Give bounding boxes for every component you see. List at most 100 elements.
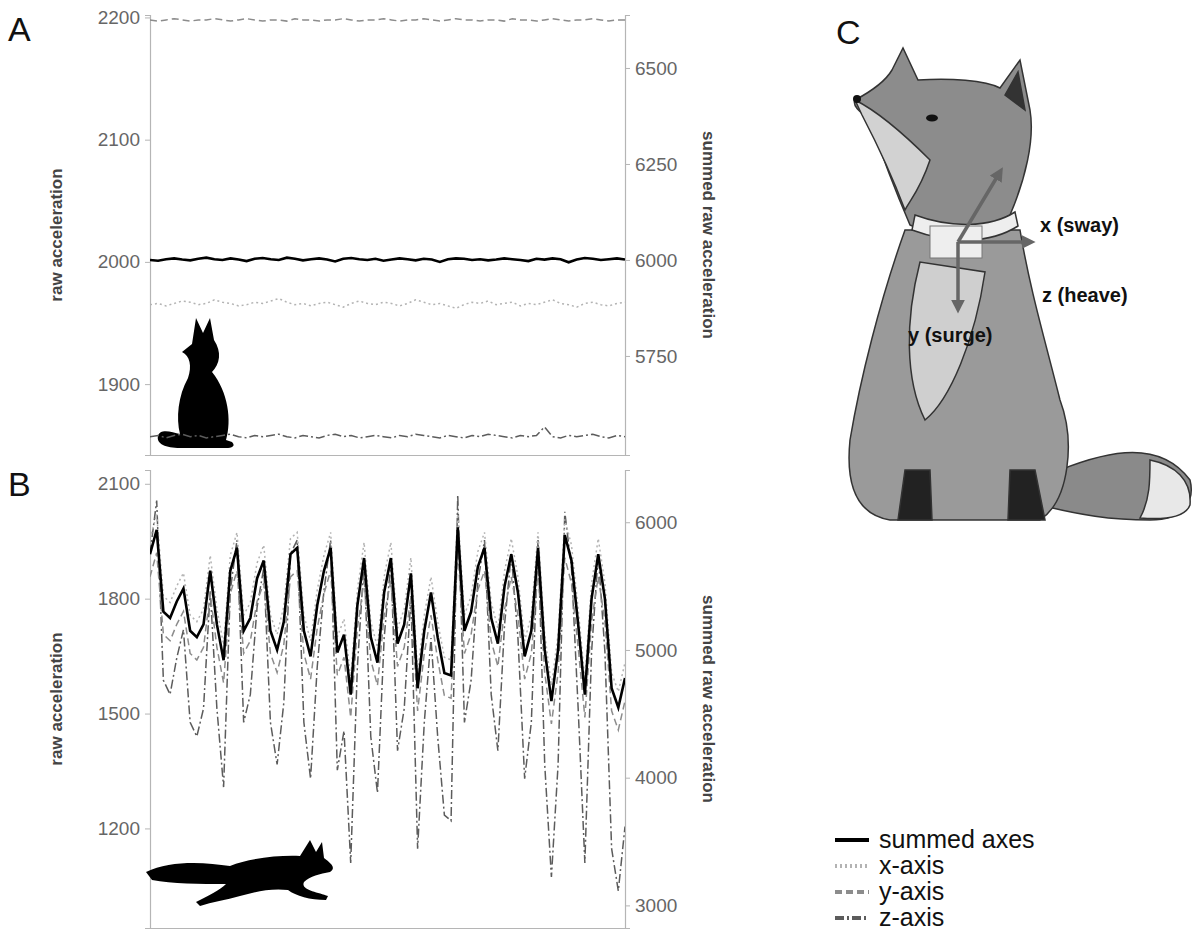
axis-line <box>626 471 631 929</box>
series-line <box>150 495 625 891</box>
icon-running-fox <box>146 840 333 906</box>
axis-line <box>145 471 151 929</box>
tick-label: 2100 <box>98 129 140 150</box>
tick-mark <box>625 522 630 523</box>
series-line <box>150 19 625 21</box>
legend-item: x-axis <box>835 851 944 879</box>
axis-title: raw acceleration <box>47 632 66 765</box>
fox-shape <box>1005 72 1025 110</box>
legend-label: z-axis <box>879 903 944 931</box>
tick-mark <box>145 140 150 141</box>
tick-label: 2100 <box>98 473 140 494</box>
legend-label: y-axis <box>879 877 944 905</box>
tick-mark <box>625 164 630 165</box>
tick-mark <box>145 484 150 485</box>
tick: 6000 <box>625 250 677 271</box>
axis-line <box>145 16 151 456</box>
tick-label: 1200 <box>98 818 140 839</box>
tick-label: 1800 <box>98 588 140 609</box>
fox-shape <box>1140 460 1190 519</box>
tick: 1800 <box>98 588 150 609</box>
axis-arrow <box>958 240 1030 244</box>
tick-label: 6250 <box>635 154 677 175</box>
axis-line <box>151 928 626 929</box>
tick-label: 3000 <box>635 895 677 916</box>
plot-lines <box>150 19 625 438</box>
fox-nose <box>853 95 861 103</box>
panel-label: B <box>8 465 31 503</box>
tick-mark <box>625 905 630 906</box>
series-line <box>150 258 625 263</box>
axis-line <box>626 16 631 456</box>
fox-shape <box>1008 470 1045 520</box>
tick: 1500 <box>98 703 150 724</box>
tick-label: 5750 <box>635 346 677 367</box>
tick-label: 1900 <box>98 374 140 395</box>
series-line <box>150 299 625 309</box>
figure: 1900 2000 2100 2200 5750 6000 6250 6500 raw acce… <box>0 0 1196 939</box>
tick: 6250 <box>625 154 677 175</box>
axis-arrow <box>956 242 960 308</box>
panel: 1900 2000 2100 2200 5750 6000 6250 6500 raw acce… <box>8 7 718 455</box>
tick: 6500 <box>625 58 677 79</box>
legend-item: summed axes <box>835 825 1035 853</box>
axis-line <box>151 455 626 456</box>
series-line <box>150 512 625 692</box>
axis: 1200 1500 1800 2100 <box>98 471 151 929</box>
legend-label: x-axis <box>879 851 944 879</box>
fox-shape <box>855 100 930 210</box>
axis-title: summed raw acceleration <box>699 131 718 339</box>
tick-mark <box>145 599 150 600</box>
diagram: Cx (sway)y (surge)z (heave) <box>836 13 1191 520</box>
series-line <box>150 527 625 707</box>
tick-mark <box>625 356 630 357</box>
tick: 1200 <box>98 818 150 839</box>
fox-illustration <box>849 48 1191 520</box>
fox-shape <box>849 230 1068 520</box>
axis <box>151 455 626 456</box>
tick-label: 6000 <box>635 512 677 533</box>
tick: 1900 <box>98 374 150 395</box>
fox-shape <box>898 470 932 520</box>
axis: 3000 4000 5000 6000 <box>625 471 677 929</box>
tick-label: 2000 <box>98 251 140 272</box>
tick: 5750 <box>625 346 677 367</box>
panel-label: C <box>836 13 861 51</box>
tick: 5000 <box>625 640 677 661</box>
tick: 3000 <box>625 895 677 916</box>
tick-label: 1500 <box>98 703 140 724</box>
axis-title: summed raw acceleration <box>699 595 718 803</box>
fox-shape <box>854 48 1031 234</box>
tick-mark <box>145 262 150 263</box>
tick-label: 6500 <box>635 58 677 79</box>
legend-label: summed axes <box>879 825 1035 853</box>
axis-direction-label: x (sway) <box>1040 214 1119 236</box>
plot-lines <box>150 495 625 891</box>
tick-label: 2200 <box>98 7 140 28</box>
legend: summed axesx-axisy-axisz-axis <box>835 825 1035 931</box>
legend-swatch <box>835 890 869 894</box>
tick-label: 6000 <box>635 250 677 271</box>
icon-sitting-fox <box>158 318 234 448</box>
tick: 2100 <box>98 473 150 494</box>
panel-label: A <box>8 10 31 48</box>
legend-swatch <box>835 838 869 842</box>
fox-eye <box>926 115 938 122</box>
legend-item: z-axis <box>835 903 944 931</box>
tick-label: 5000 <box>635 640 677 661</box>
axis <box>151 928 626 929</box>
tick: 6000 <box>625 512 677 533</box>
tick: 2200 <box>98 7 150 28</box>
legend-item: y-axis <box>835 877 944 905</box>
tick: 4000 <box>625 767 677 788</box>
tick-mark <box>145 714 150 715</box>
axis-direction-label: y (surge) <box>908 324 992 346</box>
series-line <box>150 427 625 438</box>
tick-mark <box>145 17 150 18</box>
tick-label: 4000 <box>635 767 677 788</box>
tick: 2000 <box>98 251 150 272</box>
panel: 1200 1500 1800 2100 3000 4000 5000 6000 raw acce… <box>8 465 718 929</box>
axis-title: raw acceleration <box>47 168 66 301</box>
tick-mark <box>145 828 150 829</box>
legend-swatch <box>835 864 869 868</box>
